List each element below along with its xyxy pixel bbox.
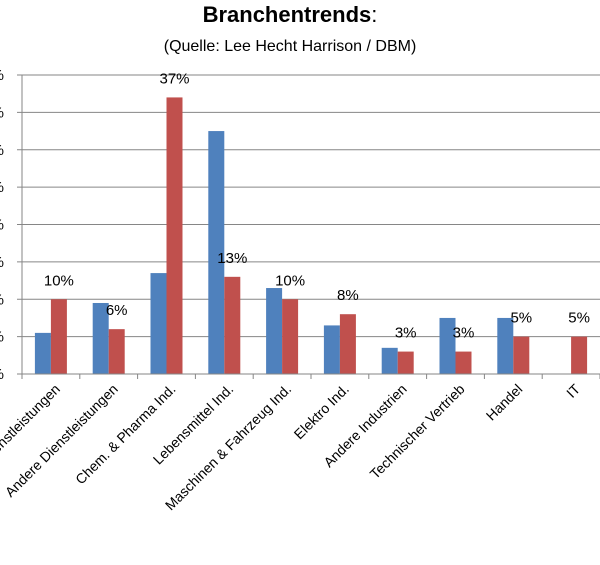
bar: [224, 276, 241, 374]
data-label: 13%: [217, 250, 247, 267]
bar: [208, 131, 225, 374]
data-label: 8%: [337, 287, 359, 304]
x-category-label: IT: [563, 380, 583, 400]
y-tick-label: %: [0, 366, 4, 383]
y-tick-label: %: [0, 217, 4, 234]
bar: [381, 347, 398, 374]
y-tick-label: %: [0, 67, 4, 84]
data-label: 10%: [275, 272, 305, 289]
data-label: 6%: [106, 302, 128, 319]
bar: [397, 351, 414, 374]
data-label: 5%: [510, 310, 532, 327]
bar: [108, 329, 125, 374]
y-tick-label: %: [0, 179, 4, 196]
bar: [282, 299, 299, 374]
x-category-label: Maschinen & Fahrzeug Ind.: [162, 381, 294, 513]
x-category-label: Andere Dienstleistungen: [2, 381, 121, 500]
bar: [266, 288, 283, 374]
y-axis-ticks: %%%%%%%%%: [0, 67, 4, 383]
bar: [497, 317, 514, 374]
bar: [455, 351, 472, 374]
bar: [513, 336, 530, 374]
y-tick-label: %: [0, 291, 4, 308]
y-tick-label: %: [0, 104, 4, 121]
bar: [323, 325, 340, 374]
x-category-label: Elektro Ind.: [291, 381, 352, 442]
data-label: 5%: [568, 310, 590, 327]
chart-title: Branchentrends:: [203, 2, 378, 27]
y-tick-label: %: [0, 329, 4, 346]
data-label: 37%: [159, 70, 189, 87]
bar: [166, 97, 183, 375]
bar: [571, 336, 588, 374]
data-label: 3%: [453, 325, 475, 342]
bar: [439, 317, 456, 374]
bar: [92, 302, 109, 374]
y-tick-label: %: [0, 142, 4, 159]
bar: [50, 299, 67, 374]
x-category-label: Technischer Vertrieb: [367, 381, 468, 482]
bar: [339, 314, 356, 374]
axes: [17, 74, 600, 379]
bar: [34, 332, 51, 374]
data-label: 10%: [44, 272, 74, 289]
chart-subtitle: (Quelle: Lee Hecht Harrison / DBM): [164, 38, 417, 55]
y-tick-label: %: [0, 254, 4, 271]
bars: [34, 97, 588, 375]
data-label: 3%: [395, 325, 417, 342]
gridlines: [22, 74, 600, 338]
x-category-label: Chem. & Pharma Ind.: [72, 381, 179, 488]
data-labels: 10% 6% 37% 13% 10% 8% 3% 3% 5% 5%: [44, 70, 590, 341]
bar: [150, 273, 167, 374]
x-category-label: Handel: [483, 381, 526, 424]
